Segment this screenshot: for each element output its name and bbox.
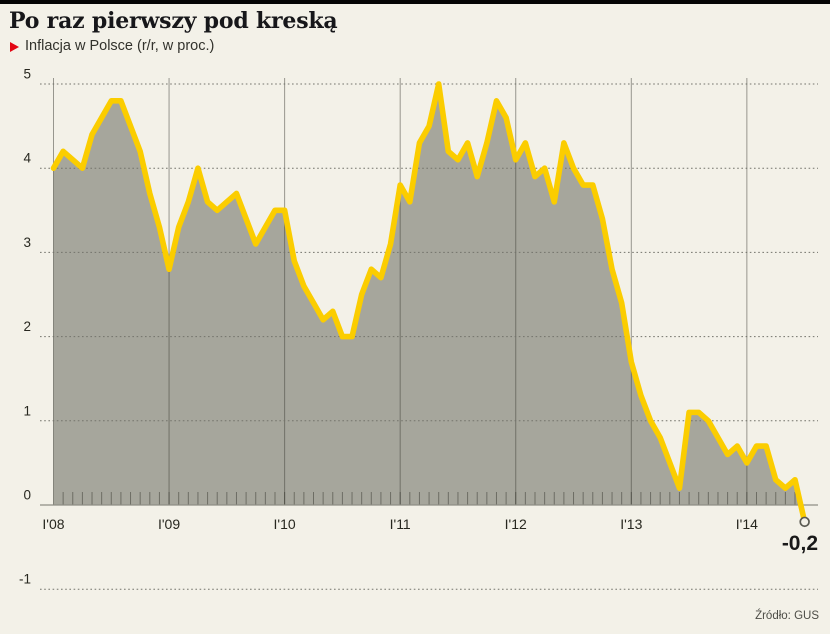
month-ticks [62, 492, 796, 505]
x-axis-labels: I'08 I'09 I'10 I'11 I'12 I'13 I'14 [42, 516, 758, 532]
y-axis-tick-label: 2 [23, 319, 31, 334]
y-axis-tick-label: 5 [23, 67, 31, 82]
subtitle-label: Inflacja w Polsce (r/r, w proc.) [25, 38, 215, 54]
x-axis-tick-label: I'08 [42, 516, 64, 532]
x-axis-tick-label: I'10 [274, 516, 296, 532]
page-title: Po raz pierwszy pod kreską [9, 8, 338, 34]
y-axis-tick-label: 1 [23, 403, 31, 418]
x-axis-tick-label: I'12 [505, 516, 527, 532]
area-fill [53, 84, 805, 505]
bullet-triangle-icon [10, 41, 19, 52]
y-axis-tick-label: 4 [23, 151, 31, 166]
y-axis-tick-label: 3 [23, 235, 31, 250]
chart-subtitle: Inflacja w Polsce (r/r, w proc.) [10, 39, 214, 54]
y-axis-tick-label: -1 [19, 572, 31, 587]
inflation-line [50, 81, 808, 525]
last-point-marker [799, 516, 810, 528]
x-axis-tick-label: I'13 [620, 516, 642, 532]
source-label: Źródło: GUS [755, 610, 819, 622]
x-axis-tick-label: I'09 [158, 516, 180, 532]
last-value-label: -0,2 [781, 532, 818, 555]
top-border-bar [0, 0, 830, 4]
y-axis-tick-label: 0 [23, 488, 31, 503]
year-gridlines [53, 78, 748, 505]
x-axis-tick-label: I'14 [736, 516, 758, 532]
x-axis-tick-label: I'11 [390, 516, 411, 532]
